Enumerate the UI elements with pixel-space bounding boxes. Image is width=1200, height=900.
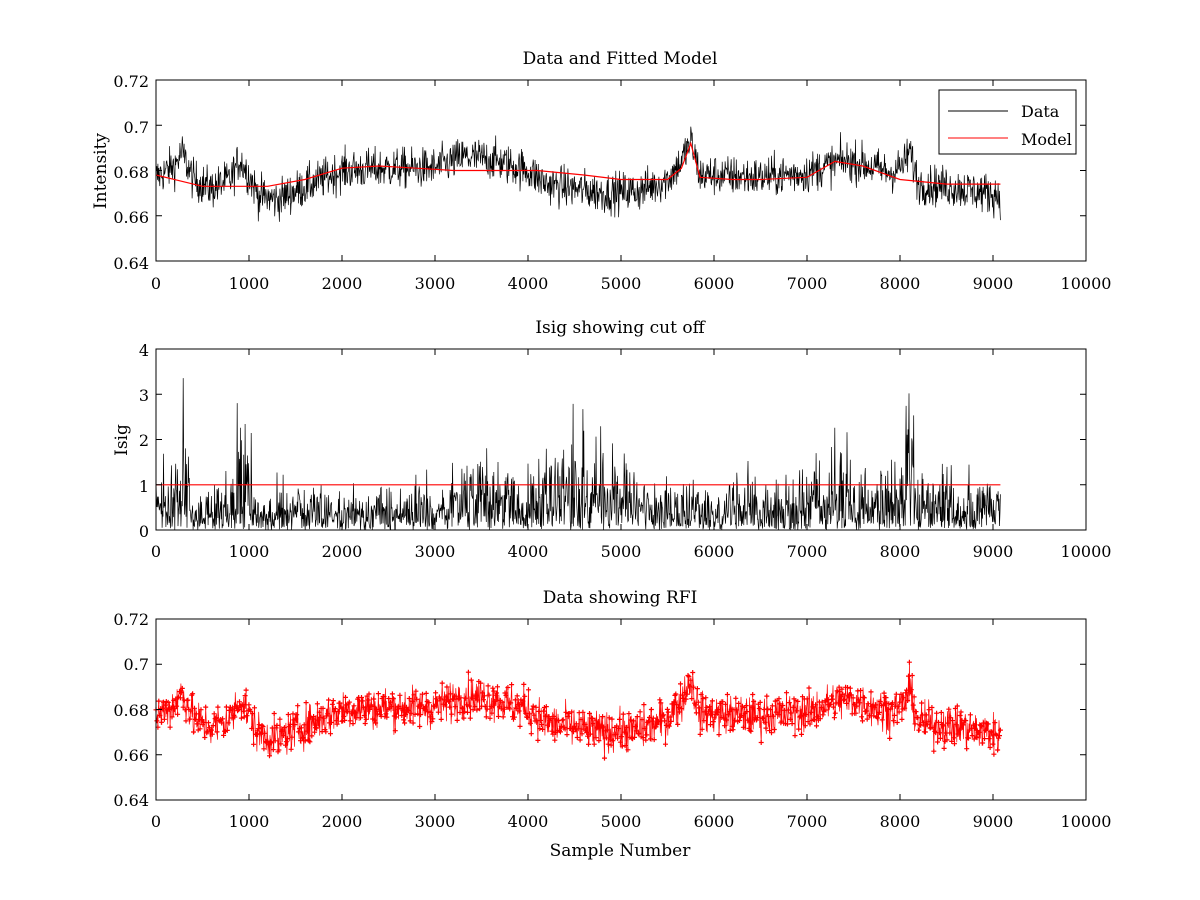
x-tick-label: 1000 [229, 542, 270, 561]
y-tick-label: 0.66 [113, 746, 149, 765]
x-tick-label: 0 [151, 542, 161, 561]
legend: Data Model [938, 89, 1077, 155]
panel-title: Isig showing cut off [535, 318, 706, 338]
x-tick-label: 10000 [1061, 812, 1112, 831]
x-tick-label: 4000 [508, 542, 549, 561]
tick-marks [155, 348, 1087, 531]
y-axis-label: Isig [112, 424, 132, 456]
x-tick-label: 3000 [415, 542, 456, 561]
y-tick-labels: 4 3 2 1 0 [139, 341, 149, 541]
y-tick-label: 0.72 [113, 72, 149, 91]
x-tick-label: 5000 [601, 274, 642, 293]
x-tick-label: 3000 [415, 812, 456, 831]
x-tick-label: 5000 [601, 812, 642, 831]
y-tick-label: 4 [139, 341, 149, 360]
x-tick-label: 4000 [508, 812, 549, 831]
x-tick-label: 6000 [694, 274, 735, 293]
x-tick-label: 0 [151, 812, 161, 831]
y-tick-label: 0.7 [124, 655, 149, 674]
x-tick-labels: 0 1000 2000 3000 4000 5000 6000 7000 800… [151, 812, 1112, 831]
x-tick-label: 6000 [694, 542, 735, 561]
x-tick-label: 7000 [787, 812, 828, 831]
x-tick-label: 1000 [229, 274, 270, 293]
y-tick-label: 0.68 [113, 163, 149, 182]
y-tick-label: 3 [139, 386, 149, 405]
y-tick-label: 0.68 [113, 701, 149, 720]
x-tick-label: 10000 [1061, 542, 1112, 561]
legend-label-data: Data [1021, 102, 1060, 121]
series-line-1 [155, 141, 1001, 187]
panel-rfi: Data showing RFI 0.72 0.7 0.68 0.66 0.64… [113, 588, 1111, 861]
panel-title: Data showing RFI [543, 588, 698, 608]
x-tick-label: 3000 [415, 274, 456, 293]
panel-title: Data and Fitted Model [523, 49, 718, 69]
y-tick-label: 0.7 [124, 118, 149, 137]
panel-data-model: Data and Fitted Model Intensity 0.72 0.7… [91, 49, 1111, 293]
x-tick-label: 9000 [973, 542, 1014, 561]
x-tick-label: 2000 [322, 542, 363, 561]
x-tick-label: 8000 [880, 812, 921, 831]
x-tick-label: 2000 [322, 274, 363, 293]
x-tick-label: 2000 [322, 812, 363, 831]
y-tick-label: 0 [139, 522, 149, 541]
y-tick-labels: 0.72 0.7 0.68 0.66 0.64 [113, 72, 149, 273]
plot-series [155, 126, 1001, 222]
y-axis-label: Intensity [91, 133, 111, 209]
x-tick-label: 0 [151, 274, 161, 293]
legend-box [938, 89, 1077, 155]
y-tick-label: 0.64 [113, 254, 149, 273]
y-tick-labels: 0.72 0.7 0.68 0.66 0.64 [113, 610, 149, 810]
x-tick-labels: 0 1000 2000 3000 4000 5000 6000 7000 800… [151, 274, 1112, 293]
y-tick-label: 1 [139, 477, 149, 496]
x-tick-label: 6000 [694, 812, 735, 831]
x-axis-label: Sample Number [550, 841, 692, 861]
series-line-0 [155, 126, 1001, 222]
x-tick-label: 10000 [1061, 274, 1112, 293]
y-tick-label: 0.72 [113, 610, 149, 629]
x-tick-label: 9000 [973, 812, 1014, 831]
x-tick-label: 8000 [880, 274, 921, 293]
series-line-0 [155, 378, 1001, 531]
tick-marks [155, 618, 1087, 801]
panel-isig: Isig showing cut off Isig 4 3 2 1 0 0 10… [112, 318, 1111, 561]
x-tick-label: 7000 [787, 542, 828, 561]
x-tick-label: 4000 [508, 274, 549, 293]
x-tick-label: 9000 [973, 274, 1014, 293]
x-tick-label: 1000 [229, 812, 270, 831]
x-tick-label: 5000 [601, 542, 642, 561]
y-tick-label: 0.64 [113, 791, 149, 810]
legend-label-model: Model [1021, 130, 1072, 149]
tick-marks [155, 79, 1087, 262]
x-tick-label: 7000 [787, 274, 828, 293]
plot-series [155, 378, 1001, 531]
x-tick-label: 8000 [880, 542, 921, 561]
y-tick-label: 2 [139, 431, 149, 450]
y-tick-label: 0.66 [113, 208, 149, 227]
x-tick-labels: 0 1000 2000 3000 4000 5000 6000 7000 800… [151, 542, 1112, 561]
